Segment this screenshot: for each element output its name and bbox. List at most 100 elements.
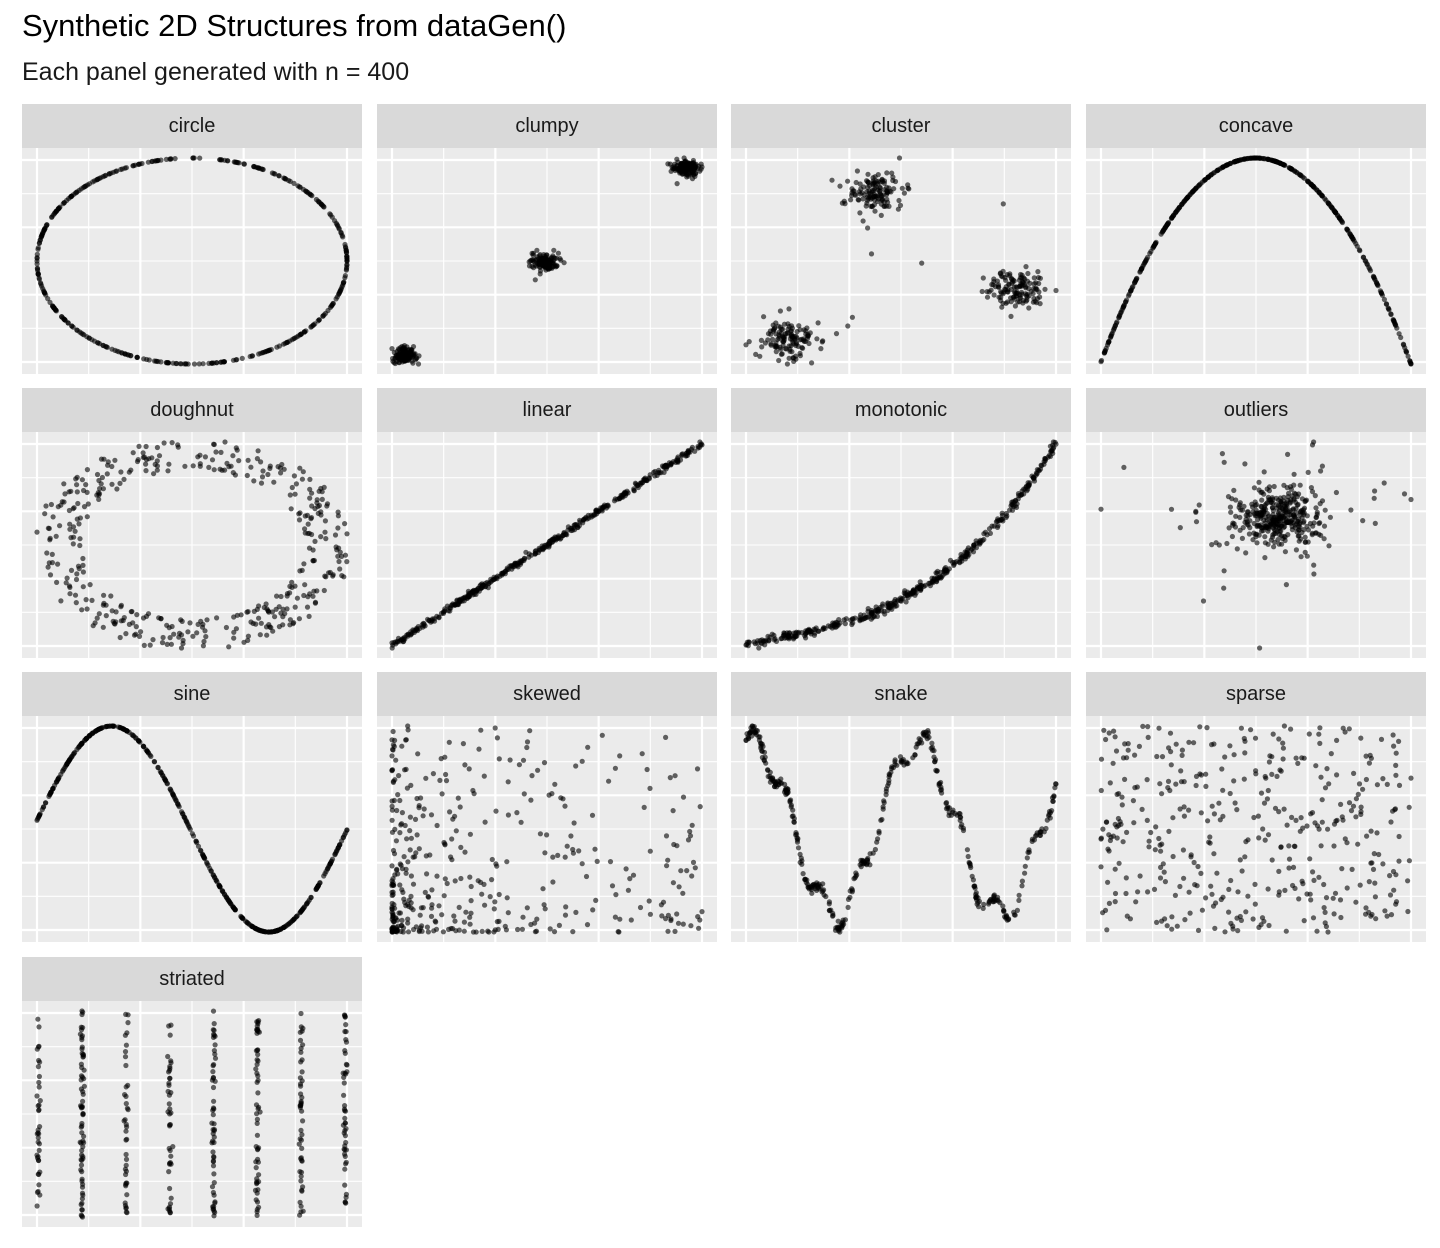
data-point [87,582,93,588]
data-point [855,197,861,203]
data-point [404,836,410,842]
data-point [280,606,286,612]
data-point [403,870,409,876]
data-point [248,464,254,470]
data-point [663,466,669,472]
data-point [140,743,146,749]
data-point [308,515,315,521]
data-point [389,829,396,835]
data-point [1277,767,1283,773]
data-point [96,611,102,617]
data-point [390,914,396,920]
data-point [1325,826,1331,832]
data-point [289,579,295,585]
data-point [1381,296,1387,303]
data-point [785,326,791,332]
data-point [404,632,410,638]
data-point [589,812,596,818]
facet-panel-circle: circle [22,104,362,374]
data-point [1326,781,1332,787]
data-point [1309,532,1315,538]
data-point [164,781,170,787]
data-point [666,460,672,466]
data-point [1170,815,1176,821]
data-point [1004,299,1010,305]
data-point [428,812,435,818]
data-point [958,824,964,830]
data-point [1101,727,1107,733]
data-point [108,170,114,176]
data-point [1132,752,1138,758]
data-point [750,723,756,729]
data-point [1285,509,1291,515]
data-point [1234,546,1240,552]
data-point [71,750,77,756]
data-point [287,492,293,498]
data-point [821,892,827,898]
data-point [1228,877,1234,884]
data-point [190,155,196,161]
data-point [1157,875,1164,881]
data-point [1288,486,1294,492]
data-point [394,866,400,872]
data-point [757,353,763,359]
data-point [1153,824,1159,830]
data-point [1279,541,1285,547]
data-point [77,542,83,549]
data-point [119,350,125,356]
data-point [1019,272,1025,278]
data-point [197,155,203,161]
data-point [873,178,879,184]
data-point [678,868,684,874]
data-point [46,525,52,532]
data-point [123,165,129,171]
data-point [1319,498,1326,504]
data-point [219,157,225,163]
data-point [995,523,1001,529]
data-point [178,361,184,367]
data-point [344,559,350,565]
data-point [1128,288,1134,294]
data-point [421,806,427,812]
data-point [689,444,695,450]
data-point [155,358,161,365]
data-point [1349,866,1355,872]
data-point [1274,773,1280,779]
data-point [118,166,124,173]
data-point [266,622,272,628]
data-point [794,831,800,837]
data-point [429,905,435,911]
data-point [309,531,315,538]
data-point [392,360,398,367]
data-point [1396,833,1402,840]
data-point [563,904,569,910]
data-point [1116,791,1122,797]
data-point [443,778,450,784]
data-point [1159,791,1165,797]
data-point [863,203,869,209]
data-point [1195,927,1202,933]
data-point [245,457,251,463]
data-point [675,454,681,460]
data-point [1120,839,1126,845]
data-point [772,636,778,642]
data-point [1049,795,1056,801]
data-point [467,874,473,880]
data-point [1116,315,1122,321]
data-point [1005,287,1011,293]
data-point [275,927,281,933]
data-point [1264,486,1270,492]
data-point [1022,870,1028,876]
data-point [1252,155,1258,161]
data-point [1391,743,1397,749]
data-point [417,912,423,918]
data-point [1198,870,1204,876]
data-point [1408,775,1414,781]
data-point [39,283,45,289]
data-point [534,916,540,922]
data-point [1172,892,1178,898]
data-point [343,247,349,253]
data-point [791,815,797,822]
data-point [1154,919,1160,925]
data-point [981,901,987,907]
